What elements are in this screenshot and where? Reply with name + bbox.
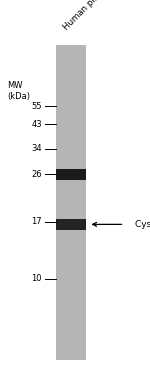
Text: Human plasma: Human plasma	[62, 0, 114, 32]
Text: 43: 43	[31, 120, 42, 129]
Bar	[56, 45, 86, 360]
Text: MW
(kDa): MW (kDa)	[8, 81, 30, 101]
Text: Cystatin C: Cystatin C	[135, 220, 150, 229]
Text: 10: 10	[32, 274, 42, 283]
Bar	[56, 219, 86, 230]
Text: 34: 34	[31, 144, 42, 153]
Bar	[56, 169, 86, 180]
Text: 26: 26	[31, 170, 42, 179]
Text: 17: 17	[31, 217, 42, 226]
Text: 55: 55	[32, 102, 42, 111]
